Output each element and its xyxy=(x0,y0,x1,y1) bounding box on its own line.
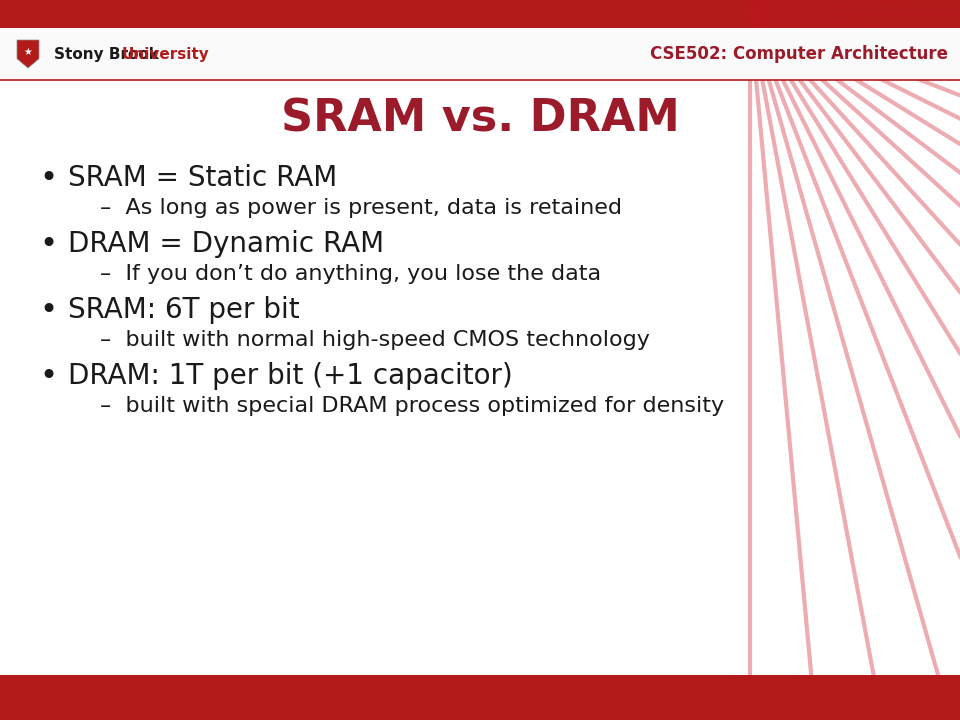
Bar xyxy=(0,28,960,80)
Bar xyxy=(0,0,960,28)
Bar xyxy=(0,675,960,720)
Text: SRAM = Static RAM: SRAM = Static RAM xyxy=(68,164,337,192)
Bar xyxy=(0,0,960,28)
Text: CSE502: Computer Architecture: CSE502: Computer Architecture xyxy=(650,45,948,63)
Text: Stony Brook: Stony Brook xyxy=(54,47,164,61)
Text: –  built with special DRAM process optimized for density: – built with special DRAM process optimi… xyxy=(100,396,724,416)
Text: –  built with normal high-speed CMOS technology: – built with normal high-speed CMOS tech… xyxy=(100,330,650,350)
Text: SRAM: 6T per bit: SRAM: 6T per bit xyxy=(68,296,300,324)
Text: •: • xyxy=(39,230,57,259)
Text: University: University xyxy=(122,47,209,61)
Text: SRAM vs. DRAM: SRAM vs. DRAM xyxy=(280,98,680,141)
Text: –  As long as power is present, data is retained: – As long as power is present, data is r… xyxy=(100,198,622,218)
Text: •: • xyxy=(39,362,57,391)
Polygon shape xyxy=(17,40,39,68)
Text: •: • xyxy=(39,296,57,325)
Text: •: • xyxy=(39,164,57,193)
Text: ★: ★ xyxy=(24,47,33,57)
Text: DRAM = Dynamic RAM: DRAM = Dynamic RAM xyxy=(68,230,384,258)
Text: –  If you don’t do anything, you lose the data: – If you don’t do anything, you lose the… xyxy=(100,264,601,284)
Text: DRAM: 1T per bit (+1 capacitor): DRAM: 1T per bit (+1 capacitor) xyxy=(68,362,513,390)
